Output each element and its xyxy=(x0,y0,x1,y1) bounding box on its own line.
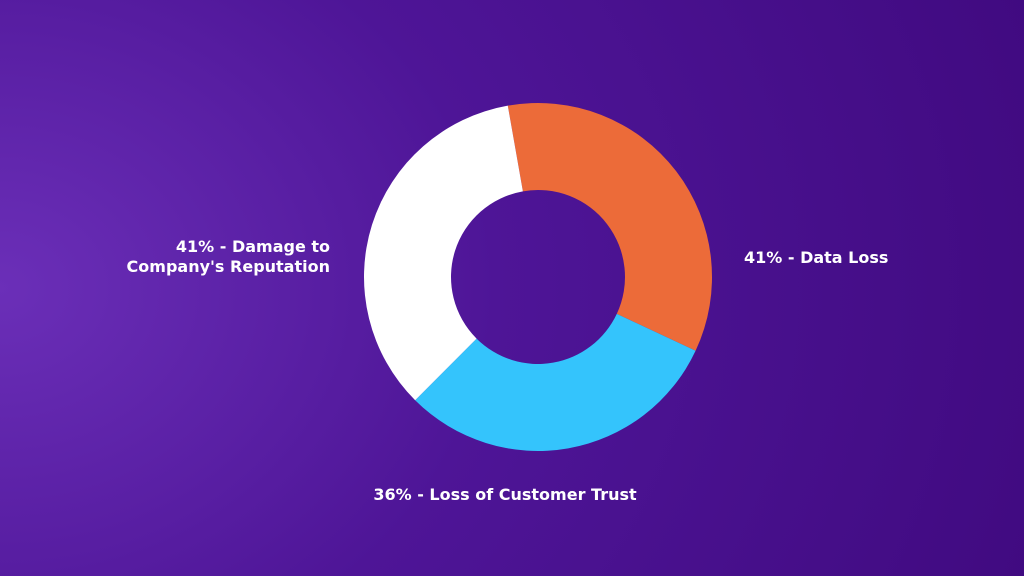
slice-label-line: 36% - Loss of Customer Trust xyxy=(373,485,637,504)
slice-label-loss-of-customer-trust: 36% - Loss of Customer Trust xyxy=(330,485,680,505)
slice-damage-to-reputation xyxy=(364,105,523,401)
slice-data-loss xyxy=(507,102,712,351)
slice-label-line: 41% - Damage to xyxy=(175,237,330,256)
slice-label-line: Company's Reputation xyxy=(126,257,330,276)
slice-label-data-loss: 41% - Data Loss xyxy=(744,248,888,268)
slice-label-damage-to-reputation: 41% - Damage to Company's Reputation xyxy=(127,237,330,277)
donut-slices xyxy=(364,102,712,451)
slice-loss-of-customer-trust xyxy=(415,313,696,451)
slice-label-line: 41% - Data Loss xyxy=(744,248,889,267)
